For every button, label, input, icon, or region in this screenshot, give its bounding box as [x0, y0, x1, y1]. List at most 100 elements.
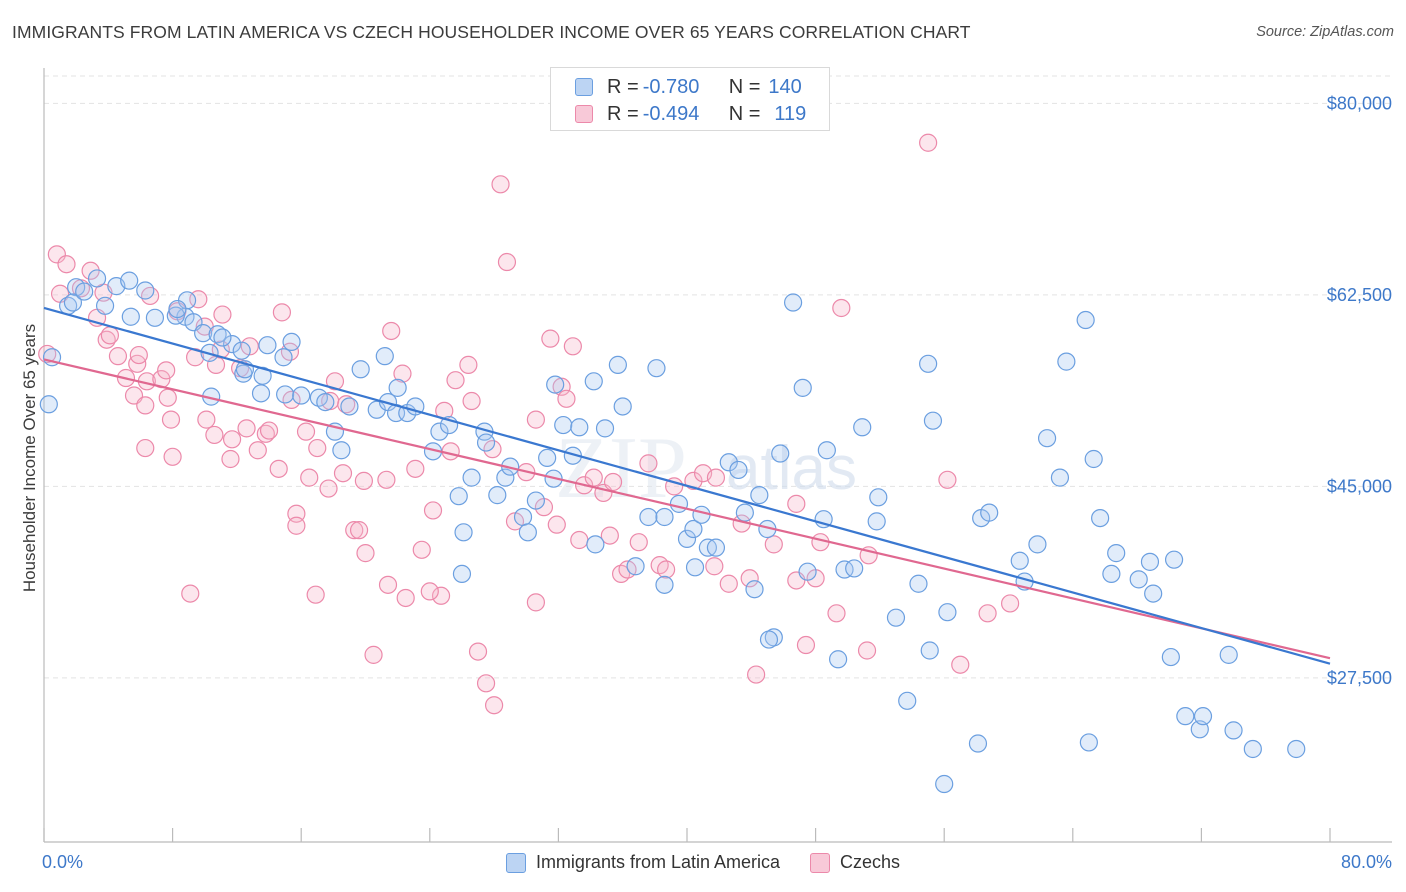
czechs-point: [657, 560, 676, 579]
latin-america-point: [258, 336, 277, 355]
latin-america-point: [1076, 310, 1095, 330]
latin-america-point: [168, 299, 187, 319]
legend-n-label: N =: [728, 102, 761, 125]
czechs-point: [100, 326, 120, 345]
latin-america-trend-line: [43, 306, 1331, 665]
latin-america-point: [526, 491, 545, 510]
legend-swatch-blue: [505, 852, 526, 873]
czechs-point: [237, 419, 256, 438]
latin-america-point: [584, 372, 603, 391]
latin-america-point: [351, 360, 370, 379]
czechs-point: [684, 471, 703, 490]
latin-america-point: [496, 468, 515, 487]
legend-swatch-pink: [575, 105, 593, 123]
latin-america-point: [719, 453, 738, 472]
latin-america-point: [745, 580, 764, 599]
y-tick-label: $45,000: [1327, 476, 1392, 496]
czechs-point: [491, 175, 510, 194]
latin-america-point: [669, 494, 689, 513]
czechs-point: [57, 255, 76, 274]
latin-america-point: [388, 378, 407, 397]
czechs-point: [248, 441, 267, 460]
legend-label: Czechs: [840, 852, 901, 872]
czechs-point: [938, 470, 957, 489]
czechs-point: [719, 574, 738, 593]
chart-title: IMMIGRANTS FROM LATIN AMERICA VS CZECH H…: [12, 22, 971, 42]
legend-item-latin-america: Immigrants from Latin America: [505, 852, 781, 873]
latin-america-point: [771, 444, 790, 463]
latin-america-point: [677, 529, 697, 548]
latin-america-point: [655, 507, 674, 527]
latin-america-point: [845, 559, 864, 578]
latin-america-point: [136, 281, 155, 300]
czechs-point: [978, 604, 997, 623]
latin-america-point: [1057, 352, 1076, 371]
latin-america-point: [1193, 707, 1213, 726]
czechs-point: [547, 515, 566, 534]
czechs-point: [158, 388, 177, 407]
latin-america-point: [783, 293, 803, 312]
latin-america-point: [886, 608, 906, 627]
czechs-point: [393, 364, 412, 383]
latin-america-point: [608, 355, 627, 374]
czechs-point: [337, 395, 356, 414]
latin-america-point: [1050, 468, 1070, 487]
czechs-point: [356, 544, 375, 563]
legend-swatch-pink: [810, 852, 831, 873]
czechs-point: [406, 459, 425, 478]
czechs-point: [197, 410, 216, 429]
y-tick-label: $62,500: [1327, 285, 1392, 305]
czechs-point: [108, 347, 128, 366]
latin-america-point: [166, 306, 185, 325]
latin-america-point: [454, 523, 473, 542]
latin-america-point: [63, 293, 83, 312]
legend-label: Immigrants from Latin America: [535, 852, 781, 872]
latin-america-point: [232, 341, 251, 360]
latin-america-point: [87, 269, 107, 288]
latin-america-point: [919, 354, 938, 373]
latin-america-point: [430, 422, 449, 441]
latin-america-point: [817, 441, 836, 460]
latin-america-point: [692, 505, 711, 524]
latin-america-point: [538, 448, 557, 468]
latin-america-point: [194, 324, 213, 343]
latin-america-point: [276, 385, 295, 404]
latin-america-point: [684, 519, 703, 539]
latin-america-point: [1102, 564, 1121, 584]
latin-america-point: [869, 488, 888, 507]
czechs-point: [526, 410, 545, 429]
czechs-point: [256, 424, 275, 443]
latin-america-point: [340, 397, 359, 416]
latin-america-point: [75, 282, 94, 301]
latin-america-point: [213, 328, 232, 347]
latin-america-point: [706, 538, 726, 557]
latin-america-point: [120, 271, 139, 290]
latin-america-point: [835, 560, 854, 579]
latin-america-point: [145, 308, 165, 327]
czechs-point: [163, 447, 182, 466]
czechs-point: [764, 535, 783, 554]
czechs-point: [827, 604, 846, 623]
czechs-point: [287, 516, 306, 535]
latin-america-point: [570, 418, 589, 437]
latin-america-point: [909, 574, 928, 593]
latin-america-point: [332, 441, 351, 460]
czechs-trend-line: [43, 358, 1331, 660]
latin-america-point: [513, 507, 533, 527]
czechs-point: [325, 372, 345, 391]
latin-america-point: [1010, 551, 1029, 570]
latin-america-point: [282, 332, 301, 352]
latin-america-point: [639, 507, 658, 527]
axes: [43, 68, 1392, 843]
czechs-point: [364, 645, 383, 664]
czechs-point: [300, 468, 319, 487]
czechs-point: [857, 641, 877, 660]
latin-america-point: [554, 415, 573, 435]
correlation-legend: R = -0.780 N = 140 R = -0.494 N = 119: [550, 67, 830, 131]
czechs-point: [181, 584, 200, 603]
latin-america-point: [867, 512, 886, 531]
czechs-point: [462, 391, 481, 411]
czechs-point: [541, 329, 560, 348]
latin-america-point: [1144, 584, 1163, 603]
